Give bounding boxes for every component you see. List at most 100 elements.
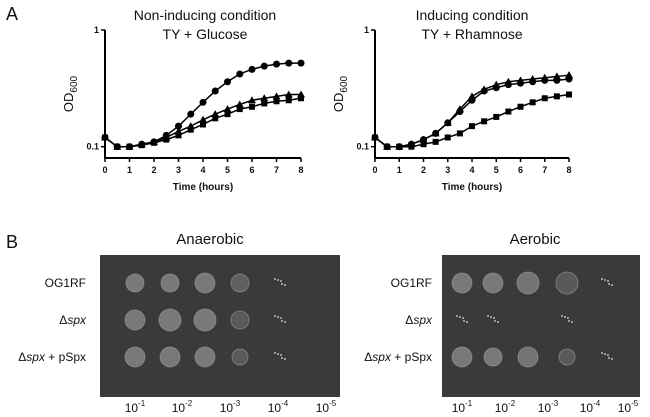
marker xyxy=(566,91,572,98)
marker xyxy=(517,103,524,110)
dilution-base: 10 xyxy=(220,401,234,415)
colony-dot xyxy=(284,321,286,323)
marker xyxy=(260,94,269,102)
colony-dot xyxy=(466,321,468,323)
y-axis-label-main: OD xyxy=(331,93,346,113)
marker xyxy=(455,105,464,113)
dilution-exponent: -4 xyxy=(281,399,289,408)
colony-dot xyxy=(607,354,609,356)
colony-dot xyxy=(567,317,569,319)
marker xyxy=(175,122,182,130)
dilution-exponent: -5 xyxy=(631,399,639,408)
dilution-base: 10 xyxy=(316,401,330,415)
x-tick-label: 6 xyxy=(249,165,254,175)
dilution-label: 10-5 xyxy=(316,399,337,415)
plate-title: Aerobic xyxy=(510,231,561,248)
colony-dot xyxy=(494,320,496,322)
marker xyxy=(540,73,549,81)
marker xyxy=(529,99,536,106)
marker xyxy=(138,142,145,149)
row-label-part: + pSpx xyxy=(45,350,86,364)
marker xyxy=(553,93,560,100)
x-tick-label: 1 xyxy=(127,165,132,175)
x-tick-label: 5 xyxy=(494,165,499,175)
marker xyxy=(273,60,280,68)
marker xyxy=(102,134,108,141)
colony-dot xyxy=(274,278,276,280)
marker xyxy=(528,75,537,83)
row-label-part: spx xyxy=(372,350,392,364)
row-label: Δspx xyxy=(59,313,87,327)
colony-dot xyxy=(274,352,276,354)
colony-spot xyxy=(451,346,473,368)
marker xyxy=(187,126,194,133)
y-axis-label-sub: 600 xyxy=(339,75,350,92)
colony-dot xyxy=(277,279,279,281)
marker xyxy=(493,113,500,120)
marker xyxy=(541,95,548,102)
colony-dot xyxy=(463,320,465,322)
x-tick-label: 1 xyxy=(397,165,402,175)
marker xyxy=(492,80,501,88)
colony-spot xyxy=(555,271,579,295)
row-label-part: Δ xyxy=(18,350,26,364)
y-axis-label: OD600 xyxy=(61,75,80,112)
colony-spot xyxy=(230,273,250,293)
colony-dot xyxy=(604,353,606,355)
marker xyxy=(200,121,206,128)
row-label: Δspx + pSpx xyxy=(18,350,86,364)
dilution-label: 10-4 xyxy=(580,399,601,415)
x-tick-label: 6 xyxy=(518,165,523,175)
dilution-exponent: -1 xyxy=(465,399,473,408)
dilution-label: 10-3 xyxy=(538,399,559,415)
colony-dot xyxy=(611,358,613,360)
dilution-base: 10 xyxy=(172,401,186,415)
x-tick-label: 3 xyxy=(445,165,450,175)
y-tick-label: 0.1 xyxy=(86,142,99,152)
marker xyxy=(419,135,428,143)
colony-dot xyxy=(459,316,461,318)
x-tick-label: 2 xyxy=(151,165,156,175)
x-tick-label: 8 xyxy=(566,165,571,175)
colony-spot xyxy=(193,308,217,332)
colony-spot xyxy=(482,272,504,294)
x-tick-label: 4 xyxy=(200,165,205,175)
dilution-exponent: -3 xyxy=(551,399,559,408)
y-axis-label-main: OD xyxy=(61,93,76,113)
marker xyxy=(199,98,207,106)
marker xyxy=(211,87,219,95)
marker xyxy=(285,59,293,67)
marker xyxy=(432,138,439,145)
marker xyxy=(552,72,561,80)
marker xyxy=(235,100,244,108)
marker xyxy=(151,139,157,146)
chart-title: Non-inducing condition xyxy=(134,7,276,23)
colony-spot xyxy=(483,347,503,367)
x-tick-label: 3 xyxy=(176,165,181,175)
marker xyxy=(175,132,182,139)
marker xyxy=(505,108,512,115)
colony-dot xyxy=(497,321,499,323)
colony-dot xyxy=(277,316,279,318)
panel-label: B xyxy=(6,232,18,252)
dilution-exponent: -4 xyxy=(593,399,601,408)
colony-dot xyxy=(608,283,610,285)
x-tick-label: 5 xyxy=(225,165,230,175)
colony-dot xyxy=(280,280,282,282)
marker xyxy=(114,143,121,150)
row-label: Δspx + pSpx xyxy=(364,350,432,364)
plate-title: Anaerobic xyxy=(176,231,244,248)
marker xyxy=(260,62,268,70)
marker xyxy=(236,70,244,78)
colony-spot xyxy=(231,348,249,366)
x-tick-label: 7 xyxy=(274,165,279,175)
marker xyxy=(372,134,378,141)
colony-dot xyxy=(604,279,606,281)
colony-dot xyxy=(611,284,613,286)
dilution-label: 10-1 xyxy=(125,399,146,415)
marker xyxy=(223,105,232,113)
row-label-part: spx xyxy=(413,313,433,327)
row-label-part: spx xyxy=(26,350,46,364)
x-tick-label: 4 xyxy=(469,165,474,175)
